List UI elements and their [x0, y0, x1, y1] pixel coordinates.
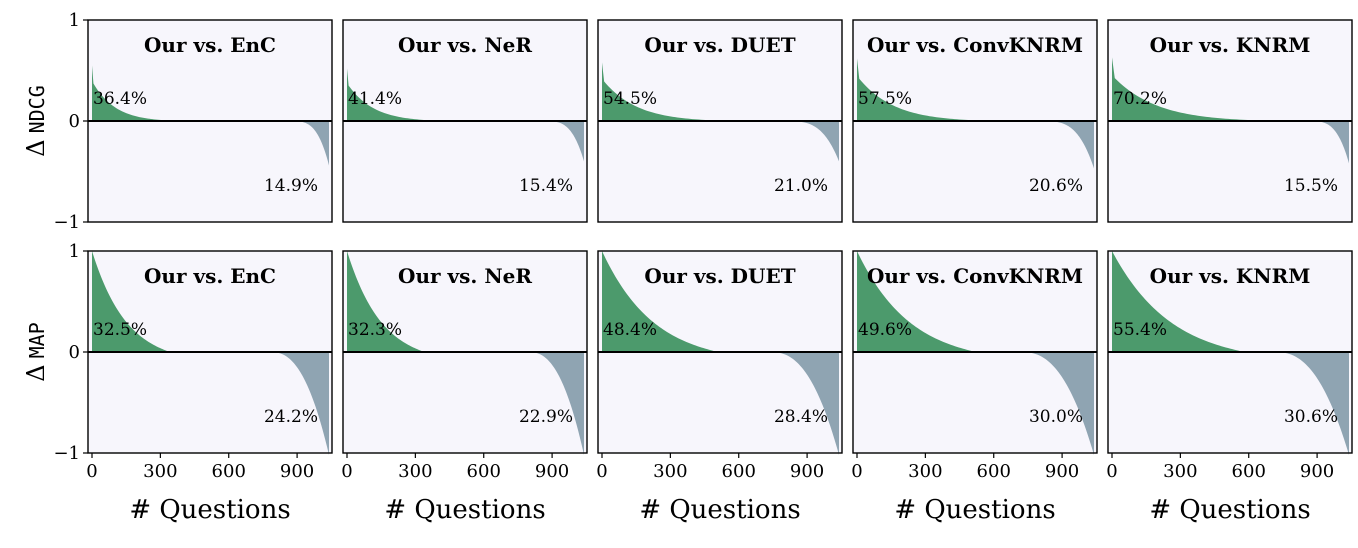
x-tick-label: 900 [1045, 461, 1079, 482]
negative-delta-area [789, 121, 839, 162]
negative-share-label: 24.2% [264, 407, 318, 427]
x-tick-label: 900 [280, 461, 314, 482]
negative-delta-area [1276, 352, 1349, 456]
positive-delta-area [92, 251, 170, 352]
panel-frame [597, 250, 843, 454]
x-tick-label: 0 [86, 461, 97, 482]
x-axis-label: # Questions [129, 495, 290, 525]
positive-delta-area [857, 58, 994, 121]
negative-delta-area [771, 352, 839, 456]
negative-share-label: 28.4% [774, 407, 828, 427]
y-tick-label: 1 [69, 241, 80, 262]
positive-share-label: 57.5% [858, 89, 912, 109]
positive-share-label: 70.2% [1113, 89, 1167, 109]
positive-delta-area [602, 62, 732, 121]
x-tick-label: 300 [398, 461, 432, 482]
y-axis-label-delta: Δ [22, 364, 50, 381]
positive-share-label: 41.4% [348, 89, 402, 109]
x-tick-label: 0 [341, 461, 352, 482]
x-axis-label: # Questions [894, 495, 1055, 525]
positive-delta-area [1112, 57, 1279, 121]
negative-share-label: 30.6% [1284, 407, 1338, 427]
positive-share-label: 32.3% [348, 320, 402, 340]
y-tick-label: 0 [69, 111, 80, 132]
x-tick-label: 900 [1300, 461, 1334, 482]
negative-delta-area [1022, 352, 1094, 456]
panel-frame [342, 250, 588, 454]
negative-delta-area [547, 121, 584, 162]
panel-title: Our vs. DUET [644, 33, 795, 57]
panel-frame [852, 250, 1098, 454]
panel-frame [852, 19, 1098, 223]
positive-share-label: 49.6% [858, 320, 912, 340]
negative-share-label: 14.9% [264, 176, 318, 196]
x-tick-label: 0 [1106, 461, 1117, 482]
x-tick-label: 600 [977, 461, 1011, 482]
panel-frame [342, 19, 588, 223]
positive-delta-area [347, 251, 424, 352]
y-axis-label: Δ MAP [22, 322, 50, 381]
y-tick-label: 1 [69, 10, 80, 31]
negative-share-label: 15.4% [519, 176, 573, 196]
negative-share-label: 21.0% [774, 176, 828, 196]
x-tick-label: 300 [908, 461, 942, 482]
x-tick-label: 900 [535, 461, 569, 482]
x-tick-label: 600 [467, 461, 501, 482]
panel-title: Our vs. KNRM [1150, 33, 1311, 57]
panel-title: Our vs. DUET [644, 264, 795, 288]
y-axis-label: Δ NDCG [22, 85, 50, 157]
x-tick-label: 300 [1163, 461, 1197, 482]
x-axis-label: # Questions [639, 495, 800, 525]
panel-title: Our vs. ConvKNRM [867, 264, 1083, 288]
panel-frame [1107, 250, 1353, 454]
negative-delta-area [529, 352, 584, 456]
positive-share-label: 36.4% [93, 89, 147, 109]
positive-delta-area [602, 251, 717, 352]
positive-share-label: 54.5% [603, 89, 657, 109]
panel-title: Our vs. EnC [144, 264, 276, 288]
panel-title: Our vs. NeR [398, 264, 532, 288]
negative-share-label: 22.9% [519, 407, 573, 427]
x-tick-label: 900 [790, 461, 824, 482]
positive-delta-area [92, 65, 179, 121]
negative-share-label: 15.5% [1284, 176, 1338, 196]
y-tick-label: 0 [69, 342, 80, 363]
positive-share-label: 32.5% [93, 320, 147, 340]
x-tick-label: 600 [722, 461, 756, 482]
panel-title: Our vs. NeR [398, 33, 532, 57]
panel-title: Our vs. ConvKNRM [867, 33, 1083, 57]
x-axis-label: # Questions [1149, 495, 1310, 525]
panel-frame [87, 19, 333, 223]
panel-frame [1107, 19, 1353, 223]
positive-delta-area [857, 251, 975, 352]
negative-delta-area [1312, 121, 1349, 164]
x-tick-label: 0 [596, 461, 607, 482]
x-tick-label: 600 [212, 461, 246, 482]
positive-delta-area [1112, 251, 1244, 352]
positive-share-label: 48.4% [603, 320, 657, 340]
positive-delta-area [347, 68, 446, 121]
y-axis-label-metric: MAP [25, 322, 49, 358]
x-tick-label: 300 [653, 461, 687, 482]
x-tick-label: 0 [851, 461, 862, 482]
y-axis-label-delta: Δ [22, 139, 50, 156]
y-tick-label: −1 [53, 443, 80, 464]
panel-frame [597, 19, 843, 223]
x-axis-label: # Questions [384, 495, 545, 525]
y-tick-label: −1 [53, 212, 80, 233]
panel-frame [87, 250, 333, 454]
negative-share-label: 20.6% [1029, 176, 1083, 196]
x-tick-label: 300 [143, 461, 177, 482]
panel-title: Our vs. EnC [144, 33, 276, 57]
negative-share-label: 30.0% [1029, 407, 1083, 427]
negative-delta-area [1045, 121, 1094, 169]
panel-title: Our vs. KNRM [1150, 264, 1311, 288]
negative-delta-area [293, 121, 329, 166]
x-tick-label: 600 [1232, 461, 1266, 482]
positive-share-label: 55.4% [1113, 320, 1167, 340]
y-axis-label-metric: NDCG [25, 85, 49, 133]
negative-delta-area [271, 352, 329, 456]
